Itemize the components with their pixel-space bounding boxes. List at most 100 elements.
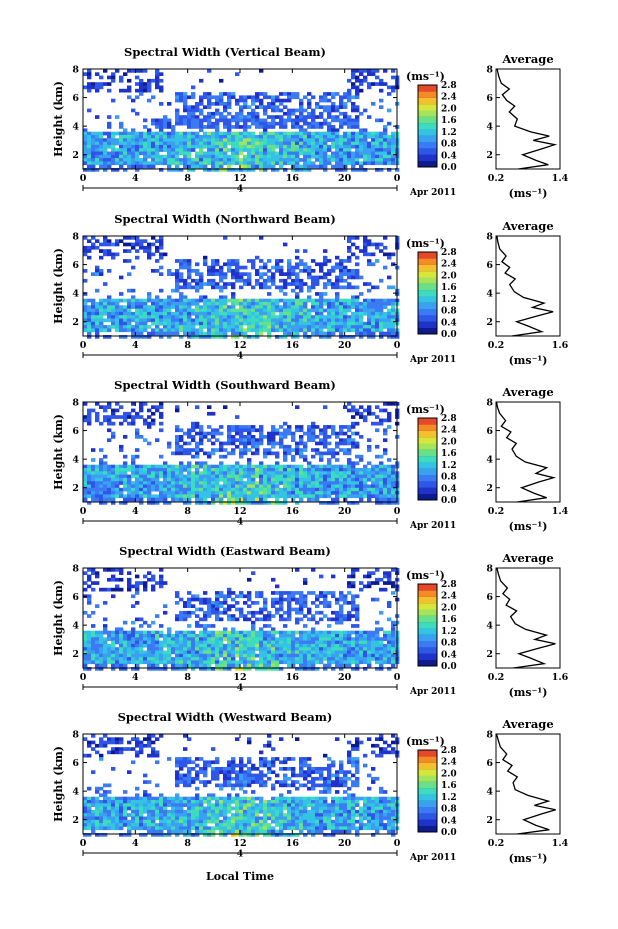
heatmap-cell <box>215 305 220 309</box>
heatmap-cell <box>135 88 140 93</box>
heatmap-cell <box>231 657 236 661</box>
heatmap-cell <box>263 298 268 303</box>
heatmap-cell <box>163 653 168 658</box>
heatmap-cell <box>147 667 152 671</box>
heatmap-cell <box>175 405 180 409</box>
heatmap-cell <box>283 292 288 296</box>
heatmap-cell <box>183 328 188 333</box>
heatmap-cell <box>227 663 232 668</box>
heatmap-cell <box>243 444 248 449</box>
heatmap-cell <box>119 468 124 472</box>
heatmap-cell <box>175 451 180 456</box>
heatmap-cell <box>267 151 272 156</box>
heatmap-cell <box>131 161 136 166</box>
heatmap-cell <box>123 484 128 489</box>
heatmap-cell <box>343 425 348 429</box>
heatmap-cell <box>307 468 312 472</box>
heatmap-cell <box>87 164 92 169</box>
heatmap-cell <box>187 441 192 446</box>
heatmap-cell <box>199 161 204 166</box>
heatmap-cell <box>95 474 100 479</box>
heatmap-cell <box>119 131 124 136</box>
heatmap-cell <box>91 637 96 641</box>
heatmap-cell <box>99 308 104 313</box>
heatmap-cell <box>243 647 248 651</box>
heatmap-cell <box>199 295 204 300</box>
heatmap-cell <box>199 660 204 665</box>
heatmap-cell <box>259 118 264 123</box>
heatmap-cell <box>175 92 180 96</box>
heatmap-cell <box>319 438 324 442</box>
heatmap-cell <box>127 138 132 142</box>
average-y-tick-label: 2 <box>486 317 493 328</box>
heatmap-cell <box>163 252 168 257</box>
heatmap-cell <box>295 464 300 469</box>
heatmap-cell <box>367 305 372 309</box>
heatmap-cell <box>255 138 260 142</box>
date-month-year-label: Apr 2011 <box>409 521 456 531</box>
heatmap-cell <box>271 315 276 319</box>
heatmap-cell <box>275 474 280 479</box>
heatmap-cell <box>267 278 272 283</box>
heatmap-cell <box>387 168 392 172</box>
heatmap-cell <box>207 321 212 326</box>
heatmap-cell <box>211 168 216 172</box>
heatmap-cell <box>207 438 212 442</box>
heatmap-cell <box>307 487 312 492</box>
heatmap-cell <box>383 487 388 492</box>
heatmap-cell <box>231 604 236 608</box>
heatmap-cell <box>367 448 372 452</box>
heatmap-cell <box>359 275 364 280</box>
heatmap-cell <box>323 164 328 169</box>
heatmap-cell <box>327 325 332 329</box>
heatmap-cell <box>175 135 180 139</box>
heatmap-cell <box>187 105 192 109</box>
heatmap-cell <box>347 144 352 149</box>
heatmap-cell <box>103 637 108 641</box>
heatmap-cell <box>123 308 128 313</box>
heatmap-cell <box>379 168 384 172</box>
date-day-label: 4 <box>237 352 243 362</box>
heatmap-cell <box>227 318 232 323</box>
heatmap-cell <box>315 481 320 485</box>
heatmap-cell <box>351 415 356 419</box>
heatmap-cell <box>283 491 288 495</box>
heatmap-cell <box>91 581 96 585</box>
heatmap-cell <box>311 431 316 436</box>
heatmap-cell <box>207 151 212 156</box>
heatmap-cell <box>223 501 228 505</box>
heatmap-cell <box>287 92 292 96</box>
heatmap-cell <box>119 138 124 142</box>
heatmap-cell <box>187 95 192 100</box>
heatmap-cell <box>195 461 200 466</box>
heatmap-cell <box>139 82 144 86</box>
heatmap-cell <box>291 454 296 459</box>
heatmap-cell <box>375 321 380 326</box>
heatmap-cell <box>111 311 116 316</box>
heatmap-cell <box>191 158 196 162</box>
heatmap-cell <box>235 484 240 489</box>
heatmap-cell <box>307 477 312 482</box>
heatmap-cell <box>87 637 92 641</box>
heatmap-cell <box>379 481 384 485</box>
heatmap-cell <box>155 637 160 641</box>
heatmap-cell <box>175 474 180 479</box>
heatmap-cell <box>99 255 104 260</box>
heatmap-cell <box>123 158 128 162</box>
heatmap-cell <box>303 249 308 253</box>
heatmap-cell <box>227 282 232 286</box>
heatmap-cell <box>87 647 92 651</box>
heatmap-cell <box>207 468 212 472</box>
heatmap-cell <box>159 288 164 293</box>
heatmap-cell <box>327 318 332 323</box>
heatmap-cell <box>339 477 344 482</box>
heatmap-cell <box>291 474 296 479</box>
heatmap-cell <box>287 269 292 273</box>
heatmap-cell <box>323 435 328 439</box>
heatmap-cell <box>383 161 388 166</box>
heatmap-cell <box>343 308 348 313</box>
heatmap-cell <box>103 302 108 306</box>
heatmap-cell <box>143 325 148 329</box>
heatmap-cell <box>175 259 180 263</box>
heatmap-cell <box>115 637 120 641</box>
